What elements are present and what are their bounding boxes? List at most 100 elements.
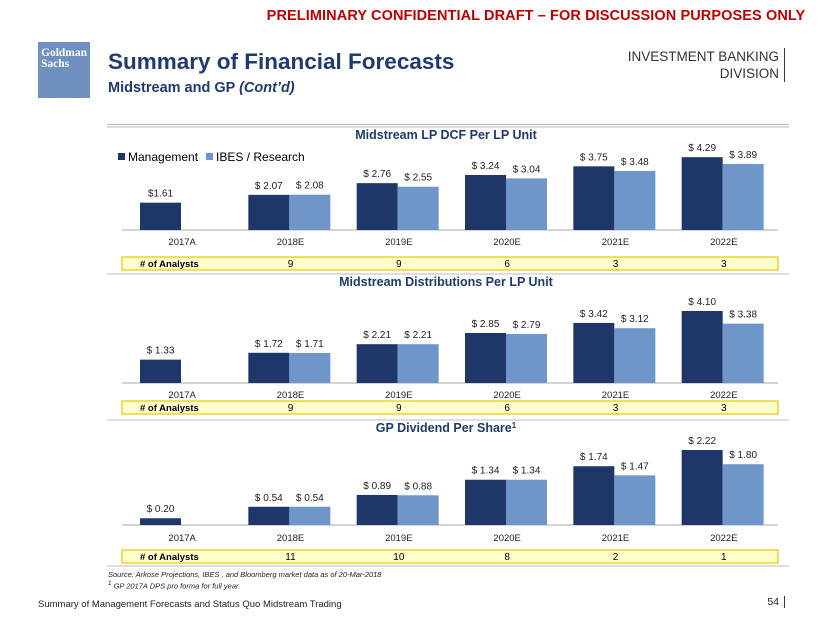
chart-2-label-research-2018E: $ 1.71 [296,339,324,350]
chart-3-label-research-2019E: $ 0.88 [404,481,432,492]
chart-3-analysts-count-2018E: 11 [285,552,296,563]
chart-2-label-management-2021E: $ 3.42 [580,309,608,320]
chart-1-category-2021E: 2021E [602,237,629,248]
chart-2-analysts-count-2021E: 3 [613,403,619,414]
chart-3-label-management-2018E: $ 0.54 [255,493,283,504]
chart-2-label-management-2020E: $ 2.85 [472,319,500,330]
footer-text: Summary of Management Forecasts and Stat… [38,599,342,610]
chart-2-analysts-count-2018E: 9 [288,403,294,414]
chart-3-category-2019E: 2019E [385,533,412,544]
chart-1-category-2019E: 2019E [385,237,412,248]
chart-1-analysts-row [121,256,779,271]
chart-3-category-2018E: 2018E [277,533,304,544]
chart-1-label-management-2019E: $ 2.76 [363,169,391,180]
chart-1-analysts-count-2019E: 9 [396,259,402,270]
chart-2-bar-research-2019E [397,344,439,383]
chart-2-label-management-2018E: $ 1.72 [255,339,283,350]
chart-1-analysts-label: # of Analysts [140,259,199,270]
chart-1-analysts-count-2018E: 9 [288,259,294,270]
division-line-1: INVESTMENT BANKING [627,49,779,64]
chart-3-label-research-2021E: $ 1.47 [621,461,649,472]
goldman-sachs-logo: Goldman Sachs [38,42,90,98]
chart-3-bar-management-2020E [465,479,506,525]
confidential-banner: PRELIMINARY CONFIDENTIAL DRAFT – FOR DIS… [266,8,806,24]
footnote-text: GP 2017A DPS pro forma for full year. [111,581,241,591]
legend-research-label: IBES / Research [216,150,305,164]
chart-1-title: Midstream LP DCF Per LP Unit [355,128,537,142]
chart-2-category-2020E: 2020E [493,390,520,401]
chart-3-bar-research-2019E [397,495,439,525]
chart-1-label-management-2017A: $1.61 [148,189,173,200]
chart-3-bar-management-2018E [248,506,290,525]
chart-1-category-2018E: 2018E [277,237,304,248]
chart-3-analysts-count-2020E: 8 [504,552,510,563]
chart-3-category-2020E: 2020E [493,533,520,544]
chart-1-label-management-2018E: $ 2.07 [255,181,283,192]
chart-2-label-management-2019E: $ 2.21 [363,330,391,341]
chart-2-analysts-count-2020E: 6 [504,403,510,414]
chart-2-bar-management-2020E [465,332,506,383]
legend-research-swatch [206,153,213,160]
chart-3-label-management-2021E: $ 1.74 [580,452,608,463]
chart-2-analysts-label: # of Analysts [140,403,199,414]
chart-1-bar-management-2021E [573,166,615,230]
chart-1-label-research-2018E: $ 2.08 [296,181,324,192]
chart-1-analysts-count-2021E: 3 [613,259,619,270]
chart-3-analysts-count-2019E: 10 [393,552,405,563]
chart-3-analysts-row [121,549,779,564]
chart-1-analysts-count-2020E: 6 [504,259,510,270]
chart-2-label-research-2021E: $ 3.12 [621,314,649,325]
chart-3-label-management-2019E: $ 0.89 [363,481,391,492]
chart-3-category-2022E: 2022E [710,533,737,544]
chart-2-category-2021E: 2021E [602,390,629,401]
chart-3-category-2017A: 2017A [168,533,196,544]
chart-3-label-management-2017A: $ 0.20 [147,504,175,515]
chart-1-bar-research-2020E [506,178,547,230]
chart-2-bar-management-2018E [248,352,290,383]
chart-1-bar-management-2022E [681,157,723,230]
chart-3-bar-management-2022E [681,450,723,525]
chart-2-bar-management-2019E [356,344,398,383]
chart-1-bar-management-2018E [248,194,290,230]
chart-1-bar-research-2022E [722,163,764,230]
chart-1-category-2017A: 2017A [168,237,196,248]
chart-3-label-management-2022E: $ 2.22 [688,436,716,447]
chart-1-category-2022E: 2022E [710,237,737,248]
footnote-marker: 1 [108,580,112,587]
chart-1-category-2020E: 2020E [493,237,520,248]
chart-1-label-research-2019E: $ 2.55 [404,173,432,184]
chart-2-bar-research-2018E [289,352,331,383]
chart-2-category-2018E: 2018E [277,390,304,401]
chart-2-bar-management-2022E [681,311,723,383]
chart-2-label-management-2022E: $ 4.10 [688,297,716,308]
chart-3-analysts-label: # of Analysts [140,552,199,563]
subtitle-italic: (Cont’d) [239,80,295,96]
chart-1-label-research-2022E: $ 3.89 [729,150,757,161]
chart-2-bar-research-2020E [506,334,547,383]
chart-1-bar-management-2017A [140,202,181,230]
chart-2-analysts-count-2022E: 3 [721,403,727,414]
source-notes: Source: Arkose Projections, IBES , and B… [108,570,381,591]
chart-2-label-research-2019E: $ 2.21 [404,330,432,341]
chart-1-bar-management-2019E [356,183,398,230]
chart-3-label-research-2020E: $ 1.34 [513,466,541,477]
legend-management-label: Management [128,150,199,164]
chart-3-analysts-count-2022E: 1 [721,552,727,563]
chart-2-bar-management-2021E [573,322,615,383]
chart-3-bar-research-2021E [614,475,656,525]
chart-3-title: GP Dividend Per Share1 [376,421,517,435]
logo-line-1: Goldman [41,47,88,59]
page-title: Summary of Financial Forecasts [108,49,455,74]
chart-3-bar-management-2017A [140,518,181,525]
chart-2-title: Midstream Distributions Per LP Unit [339,275,554,289]
chart-2-label-management-2017A: $ 1.33 [147,346,175,357]
division-line-2: DIVISION [719,66,779,81]
chart-3-bar-research-2018E [289,506,331,525]
chart-1-label-research-2020E: $ 3.04 [513,164,541,175]
chart-1-bar-research-2018E [289,194,331,230]
page-subtitle: Midstream and GP (Cont’d) [108,80,295,96]
chart-3-category-2021E: 2021E [602,533,629,544]
chart-3-label-management-2020E: $ 1.34 [472,466,500,477]
chart-2-bar-research-2022E [722,323,764,383]
chart-2-category-2019E: 2019E [385,390,412,401]
